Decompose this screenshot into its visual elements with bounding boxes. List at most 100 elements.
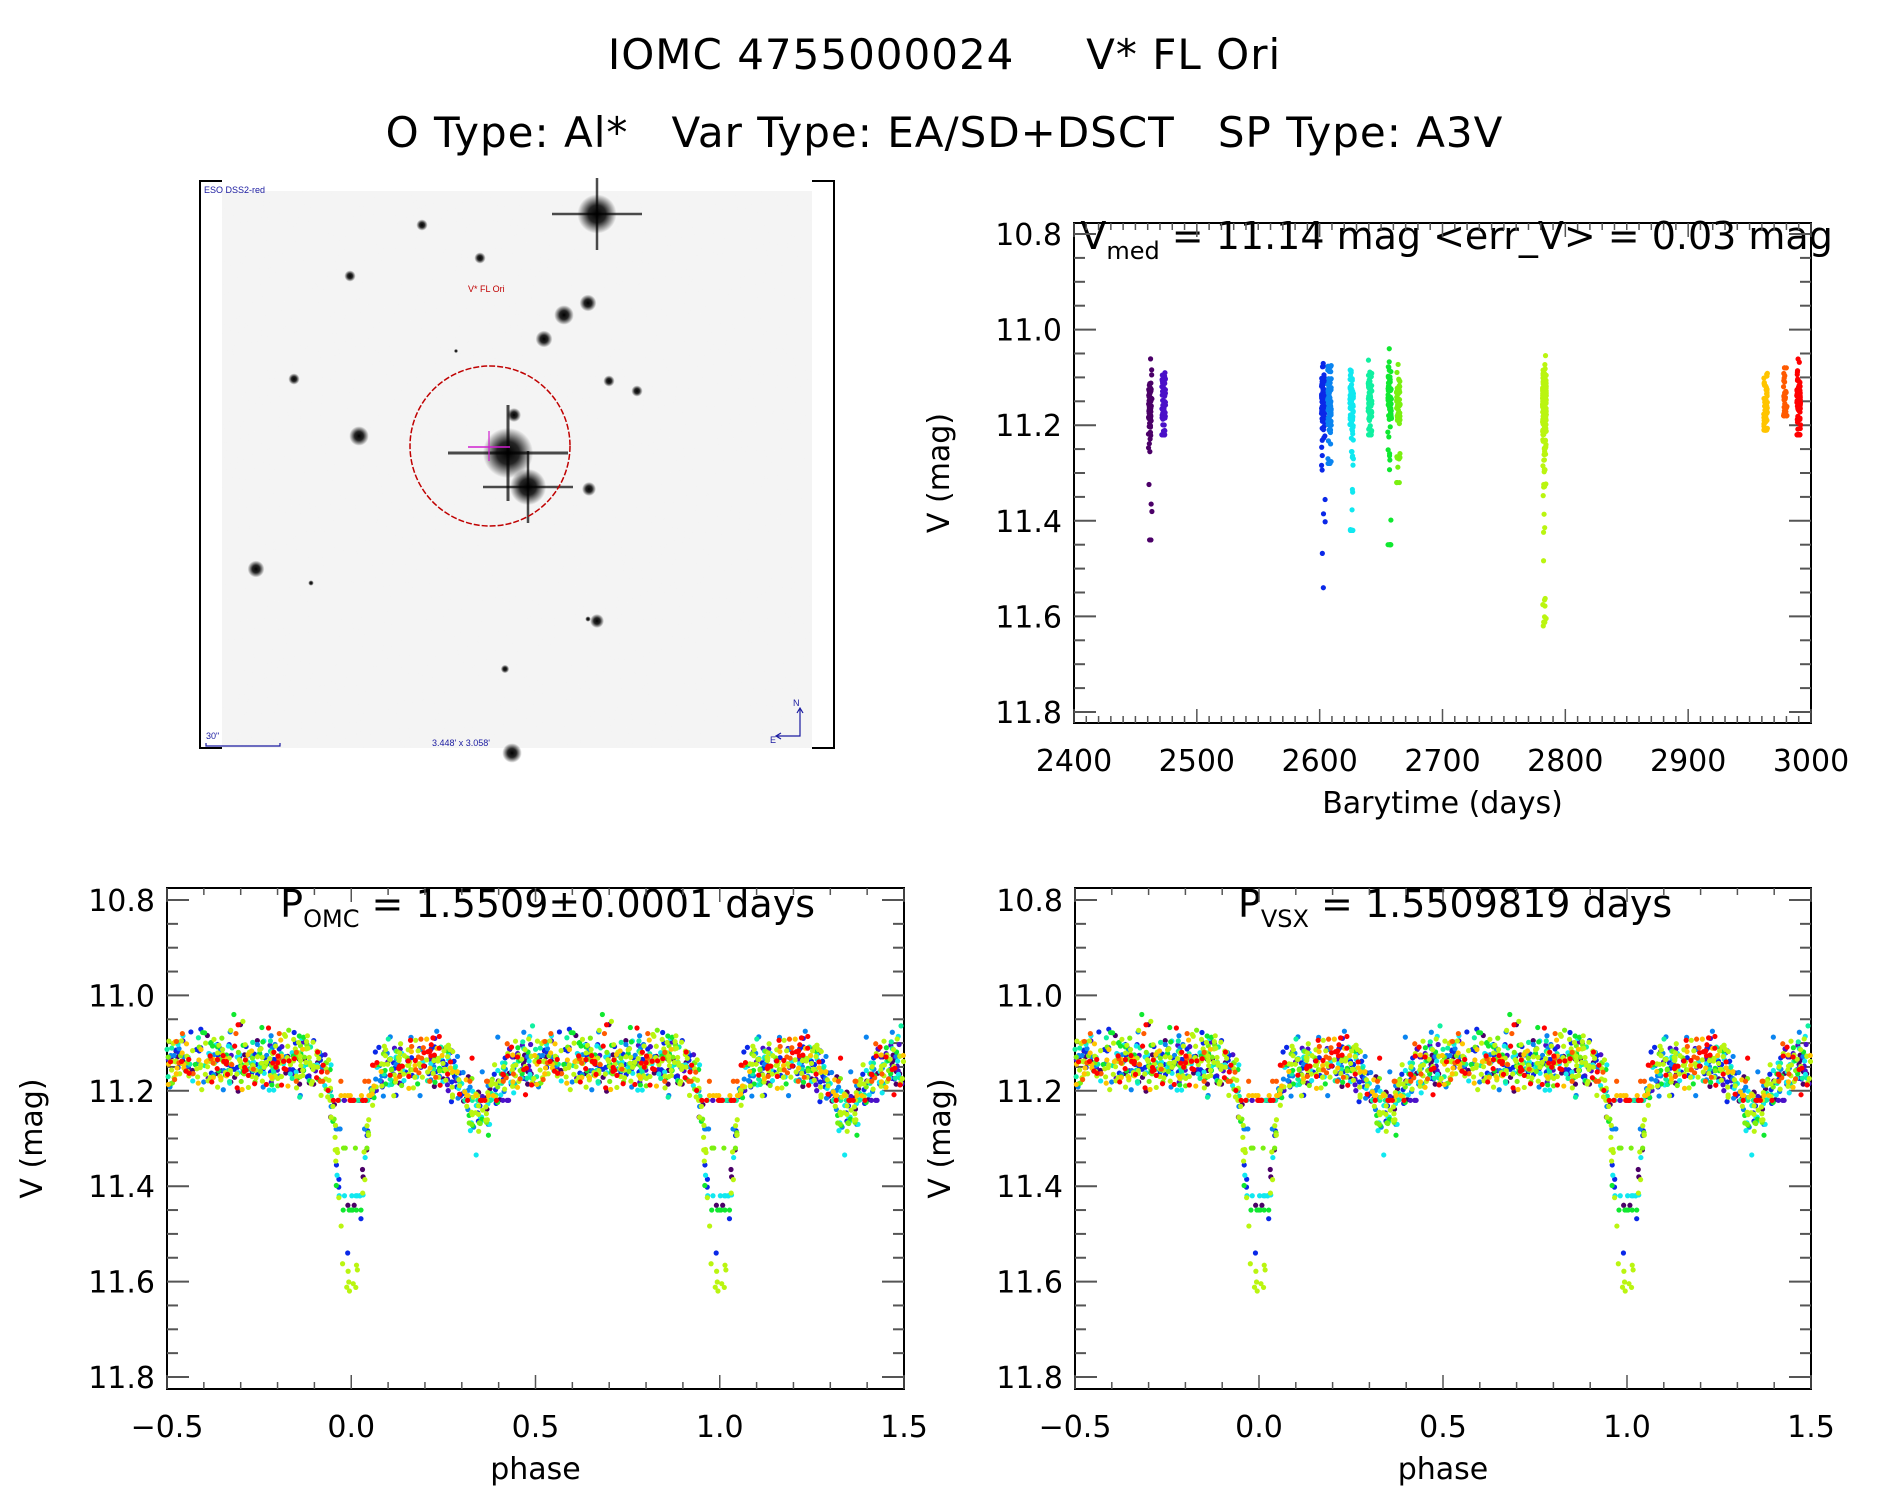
data-point — [1176, 1033, 1182, 1039]
data-point — [1127, 1035, 1133, 1041]
data-point — [1161, 432, 1168, 438]
data-point — [1162, 1041, 1168, 1048]
data-point — [1543, 385, 1549, 391]
data-point — [814, 1088, 820, 1094]
x-tick-label: 1.5 — [1787, 1410, 1835, 1445]
data-point — [1145, 431, 1152, 437]
data-point — [1610, 1149, 1616, 1156]
data-point — [1394, 454, 1400, 460]
data-point — [1638, 1154, 1644, 1161]
data-point — [1652, 1044, 1658, 1050]
data-point — [1073, 1074, 1079, 1080]
data-point — [1485, 1043, 1492, 1049]
data-point — [1349, 507, 1355, 513]
data-point — [1145, 1058, 1151, 1065]
star — [535, 330, 553, 348]
data-point — [744, 1044, 750, 1050]
x-tick-label: −0.5 — [131, 1410, 204, 1445]
data-point — [1312, 1062, 1318, 1069]
star — [582, 482, 596, 496]
lightcurve-series-season-5 — [1347, 367, 1357, 533]
data-point — [1440, 1046, 1446, 1052]
data-point — [1541, 457, 1547, 463]
data-point — [431, 1083, 437, 1089]
data-point — [1627, 1202, 1633, 1208]
data-point — [1386, 453, 1393, 459]
data-point — [1147, 412, 1153, 418]
data-point — [1386, 346, 1392, 352]
data-point — [1618, 1145, 1624, 1151]
data-point — [1327, 460, 1333, 467]
data-point — [1796, 378, 1802, 385]
lightcurve-series-season-2 — [1159, 370, 1169, 438]
data-point — [1525, 1055, 1531, 1061]
data-point — [1134, 1079, 1141, 1085]
data-point — [1744, 1121, 1750, 1127]
data-point — [1394, 479, 1400, 486]
data-point — [1782, 400, 1788, 407]
data-point — [1533, 1068, 1539, 1074]
data-point — [1465, 1048, 1472, 1054]
y-tick-label: 11.6 — [995, 600, 1062, 635]
data-point — [445, 1088, 451, 1094]
data-point — [1541, 466, 1547, 473]
data-point — [1348, 435, 1354, 441]
data-point — [1357, 1084, 1363, 1090]
data-point — [1541, 614, 1548, 620]
data-point — [1802, 1058, 1808, 1064]
data-point — [1249, 1193, 1255, 1199]
data-point — [1369, 401, 1375, 407]
data-point — [1252, 1250, 1259, 1256]
data-point — [1542, 483, 1548, 490]
data-point — [1541, 445, 1547, 451]
data-point — [1256, 1207, 1262, 1213]
data-point — [1761, 375, 1767, 381]
data-point — [1325, 367, 1331, 373]
data-point — [1541, 619, 1547, 625]
data-point — [1677, 1077, 1683, 1084]
data-point — [1341, 1028, 1347, 1034]
data-point — [1394, 417, 1401, 423]
data-point — [1803, 1041, 1809, 1048]
data-point — [1616, 1207, 1622, 1213]
data-point — [1712, 1068, 1718, 1074]
data-point — [1656, 1093, 1662, 1099]
data-point — [1708, 1079, 1714, 1085]
y-tick-label: 11.2 — [995, 409, 1062, 444]
data-point — [1542, 398, 1549, 404]
data-point — [1782, 379, 1788, 385]
data-point — [1366, 393, 1372, 399]
data-point — [1366, 415, 1372, 421]
data-point — [1658, 1053, 1664, 1059]
data-point — [1146, 382, 1152, 388]
data-point — [1433, 1036, 1439, 1042]
data-point — [1628, 1145, 1634, 1151]
data-point — [1260, 1145, 1266, 1151]
x-tick-label: 1.0 — [1603, 1410, 1651, 1445]
star — [474, 252, 486, 264]
star — [509, 468, 547, 506]
data-point — [1388, 407, 1394, 413]
data-point — [1248, 1207, 1254, 1213]
star — [308, 580, 314, 586]
data-point — [1348, 370, 1354, 376]
y-tick-label: 11.0 — [995, 314, 1062, 349]
data-point — [1236, 1062, 1242, 1068]
data-point — [1561, 1043, 1567, 1049]
y-tick-label: 10.8 — [88, 884, 155, 919]
data-point — [1608, 1134, 1614, 1140]
lightcurve-title-sub: med — [1106, 237, 1160, 265]
data-point — [1620, 1250, 1627, 1256]
data-point — [1397, 378, 1403, 384]
x-tick-label: 0.5 — [512, 1410, 560, 1445]
data-point — [1435, 1041, 1441, 1048]
data-point — [1664, 1067, 1670, 1073]
data-point — [359, 1166, 366, 1173]
data-point — [1477, 1030, 1484, 1036]
data-point — [1365, 357, 1372, 363]
data-point — [1204, 1094, 1211, 1100]
data-point — [1356, 1099, 1362, 1105]
data-point — [1799, 1075, 1805, 1081]
data-point — [1780, 384, 1787, 390]
